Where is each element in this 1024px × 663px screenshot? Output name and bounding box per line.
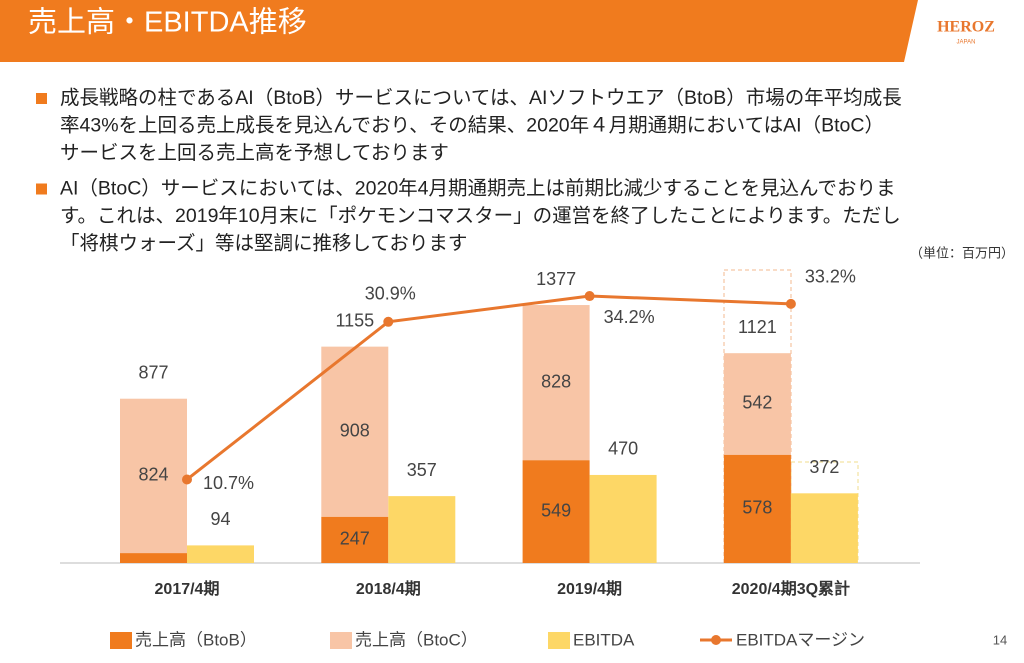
value-label: 549 [541, 500, 571, 520]
logo: HEROZ [937, 19, 995, 36]
total-label: 877 [138, 362, 168, 382]
page-number: 14 [993, 632, 1007, 647]
value-label: 828 [541, 371, 571, 391]
legend-swatch [548, 632, 570, 649]
total-label: 1155 [335, 310, 374, 330]
bullet-text: 「将棋ウォーズ」等は堅調に推移しております [60, 233, 467, 255]
value-label: 372 [809, 457, 839, 477]
margin-point [383, 316, 394, 327]
slide-title: 売上高・EBITDA推移 [28, 6, 307, 39]
margin-line [186, 294, 791, 481]
margin-label: 34.2% [604, 307, 655, 327]
bullet-marker [36, 183, 47, 195]
bullet-text: サービスを上回る売上高を予想しております [60, 142, 449, 164]
bar [187, 545, 254, 563]
bar [522, 305, 590, 461]
value-label: 247 [340, 529, 370, 549]
bullet-text: 率43%を上回る売上成長を見込んでおり、その結果、2020年４月期通期においては… [60, 115, 884, 137]
bullet-marker [36, 93, 47, 104]
logo-sub: JAPAN [957, 40, 976, 46]
legend-swatch [330, 632, 352, 649]
bar [321, 516, 389, 563]
bar [723, 353, 791, 455]
bullet-text: AI（BtoC）サービスにおいては、2020年4月期通期売上は前期比減少すること… [60, 178, 896, 200]
legend-label: 売上高（BtoB） [135, 630, 257, 649]
margin-label: 33.2% [805, 267, 856, 287]
x-tick-label: 2018/4期 [356, 579, 421, 598]
legend-label: 売上高（BtoC） [355, 630, 478, 649]
legend-swatch [110, 632, 132, 649]
value-label: 908 [340, 420, 370, 440]
margin-point [785, 298, 796, 309]
value-label: 824 [138, 465, 168, 485]
total-label: 1377 [536, 269, 576, 289]
value-label: 357 [407, 460, 437, 480]
value-label: 94 [210, 509, 230, 529]
bar [120, 553, 187, 563]
legend-label: EBITDAマージン [736, 630, 865, 649]
value-label: 578 [742, 498, 772, 518]
bar [388, 496, 456, 563]
header-band [0, 0, 1024, 62]
bullet-text: す。これは、2019年10月末に「ポケモンコマスター」の運営を終了したことにより… [60, 205, 901, 227]
margin-label: 10.7% [203, 473, 254, 493]
margin-point [584, 291, 595, 302]
bar [120, 398, 187, 554]
total-label: 1121 [738, 317, 777, 337]
value-label: 542 [742, 393, 772, 413]
bullet-text: 成長戦略の柱であるAI（BtoB）サービスについては、AIソフトウエア（BtoB… [60, 87, 902, 109]
bar [589, 474, 657, 563]
bar [790, 493, 858, 563]
margin-point [182, 474, 192, 485]
x-tick-label: 2019/4期 [557, 579, 622, 598]
bar [723, 454, 791, 563]
unit-label: （単位：百万円） [910, 245, 1014, 260]
bar [522, 460, 590, 563]
x-tick-label: 2017/4期 [155, 579, 220, 598]
value-label: 470 [608, 439, 638, 459]
logo-box [904, 0, 1024, 62]
legend-label: EBITDA [573, 630, 635, 649]
margin-label: 30.9% [365, 284, 416, 304]
bar [321, 346, 389, 517]
legend-swatch [711, 635, 721, 645]
x-tick-label: 2020/4期3Q累計 [732, 579, 850, 598]
